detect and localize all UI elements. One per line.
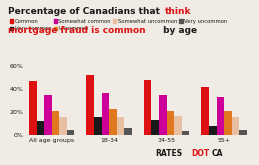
Bar (37, 121, 44, 135)
Bar (52, 111, 59, 135)
Bar (59, 117, 67, 135)
Bar (239, 130, 247, 135)
Bar (144, 80, 152, 135)
Bar (44, 95, 52, 135)
Text: Percentage of Canadians that: Percentage of Canadians that (8, 7, 163, 16)
Bar (224, 111, 232, 135)
Bar (159, 95, 167, 135)
Bar (117, 117, 124, 135)
Bar (109, 109, 117, 135)
Text: DOT: DOT (191, 149, 209, 158)
Text: mortgage fraud is common: mortgage fraud is common (8, 26, 145, 35)
Bar (232, 117, 239, 135)
Bar (217, 97, 224, 135)
Bar (124, 128, 132, 135)
Bar (102, 93, 109, 135)
Text: by age: by age (160, 26, 197, 35)
Bar (174, 116, 182, 135)
Bar (202, 87, 209, 135)
Text: think: think (165, 7, 192, 16)
Bar (87, 75, 94, 135)
Bar (152, 120, 159, 135)
Bar (67, 130, 74, 135)
Legend: Common, Very common, Somewhat common, Uncommon, Somewhat uncommon, Very uncommon: Common, Very common, Somewhat common, Un… (10, 19, 227, 31)
Text: RATES: RATES (155, 149, 183, 158)
Bar (29, 81, 37, 135)
Text: CA: CA (212, 149, 223, 158)
Bar (209, 126, 217, 135)
Bar (94, 117, 102, 135)
Bar (182, 131, 189, 135)
Bar (167, 111, 174, 135)
